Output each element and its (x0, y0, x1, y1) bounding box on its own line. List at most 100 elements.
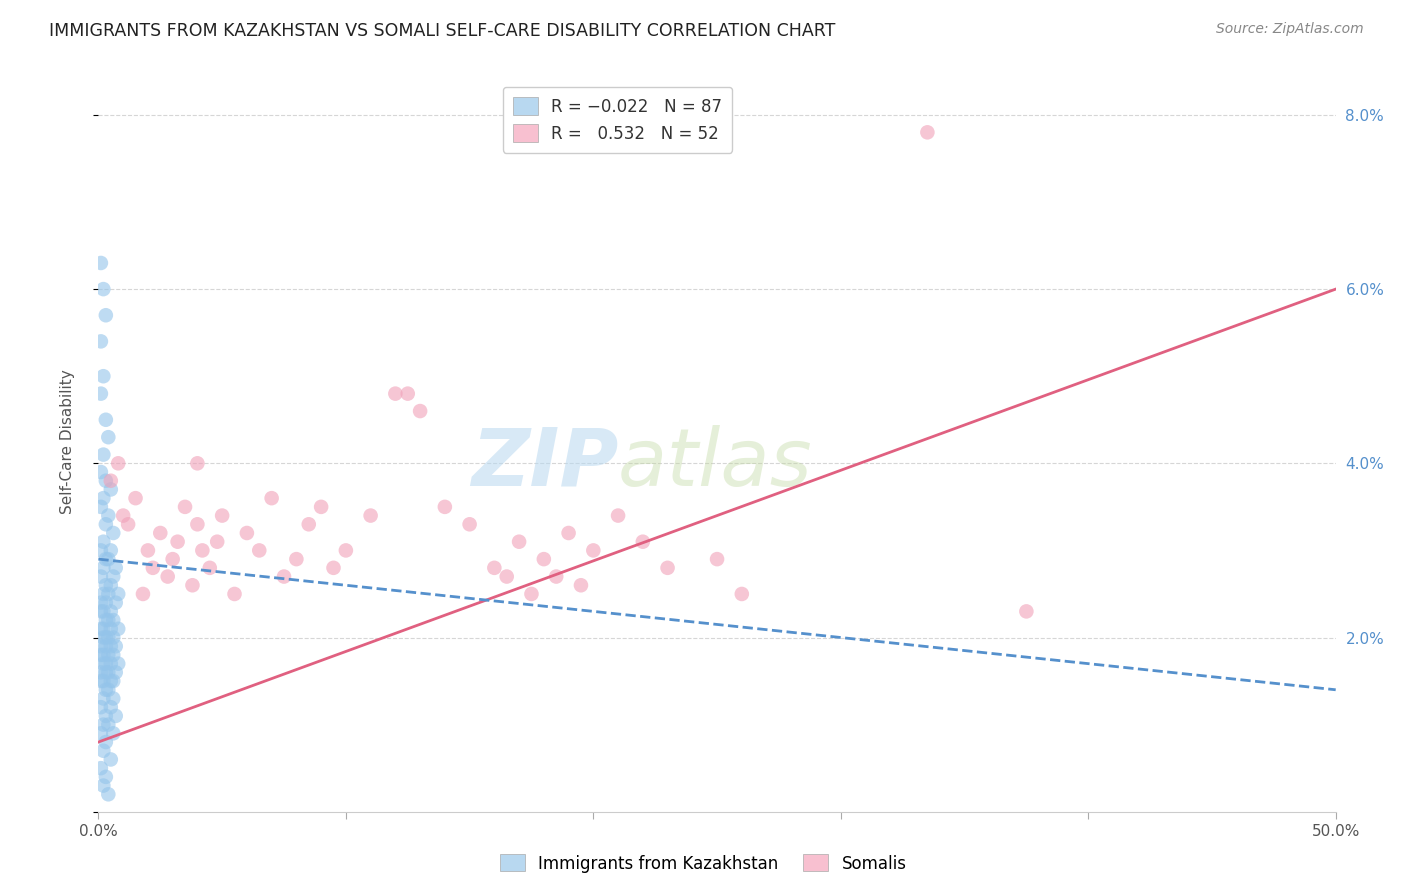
Point (100, 622, 122, 636)
Point (569, 578, 592, 592)
Point (90, 639, 112, 653)
Point (100, 543, 122, 558)
Point (205, 534, 228, 549)
Point (103, 691, 125, 706)
Point (103, 613, 125, 627)
Point (94, 735, 117, 749)
Point (97, 613, 120, 627)
Point (100, 578, 122, 592)
Point (103, 726, 125, 740)
Point (104, 561, 127, 575)
Point (149, 526, 172, 541)
Point (100, 639, 122, 653)
Point (100, 657, 122, 671)
Point (97, 682, 120, 697)
Point (90, 386, 112, 401)
Y-axis label: Self-Care Disability: Self-Care Disability (60, 369, 75, 514)
Point (90, 465, 112, 479)
Point (546, 569, 568, 583)
Point (90, 256, 112, 270)
Point (94, 709, 117, 723)
Point (104, 639, 127, 653)
Point (94, 517, 117, 532)
Point (97, 587, 120, 601)
Point (93, 648, 115, 662)
Point (142, 561, 165, 575)
Point (90, 648, 112, 662)
Point (94, 413, 117, 427)
Point (94, 613, 117, 627)
Point (103, 648, 125, 662)
Point (174, 500, 197, 514)
Point (90, 543, 112, 558)
Point (93, 631, 115, 645)
Point (94, 682, 117, 697)
Point (285, 552, 308, 566)
Point (335, 543, 357, 558)
Point (94, 657, 117, 671)
Point (1015, 604, 1038, 618)
Point (93, 691, 115, 706)
Point (100, 604, 122, 618)
Point (132, 587, 155, 601)
Point (93, 779, 115, 793)
Point (94, 631, 117, 645)
Point (90, 569, 112, 583)
Point (236, 526, 259, 541)
Text: IMMIGRANTS FROM KAZAKHSTAN VS SOMALI SELF-CARE DISABILITY CORRELATION CHART: IMMIGRANTS FROM KAZAKHSTAN VS SOMALI SEL… (49, 22, 835, 40)
Point (103, 526, 125, 541)
Point (458, 517, 481, 532)
Point (100, 700, 122, 714)
Point (166, 534, 188, 549)
Point (90, 700, 112, 714)
Point (433, 500, 456, 514)
Point (409, 404, 432, 418)
Point (90, 726, 112, 740)
Point (90, 604, 112, 618)
Point (97, 787, 120, 801)
Point (520, 587, 543, 601)
Point (100, 752, 122, 766)
Point (360, 508, 382, 523)
Point (322, 561, 344, 575)
Point (97, 665, 120, 680)
Point (94, 308, 117, 322)
Point (94, 474, 117, 488)
Point (396, 386, 419, 401)
Point (260, 491, 283, 505)
Point (94, 665, 117, 680)
Point (117, 517, 139, 532)
Point (107, 456, 129, 470)
Point (93, 369, 115, 384)
Point (103, 674, 125, 689)
Point (93, 622, 115, 636)
Point (224, 587, 246, 601)
Text: ZIP: ZIP (471, 425, 619, 503)
Point (112, 508, 135, 523)
Point (90, 622, 112, 636)
Point (731, 587, 754, 601)
Point (181, 578, 204, 592)
Point (90, 665, 112, 680)
Legend: R = −0.022   N = 87, R =   0.532   N = 52: R = −0.022 N = 87, R = 0.532 N = 52 (503, 87, 733, 153)
Point (484, 561, 506, 575)
Point (93, 534, 115, 549)
Point (90, 761, 112, 775)
Text: Source: ZipAtlas.com: Source: ZipAtlas.com (1216, 22, 1364, 37)
Point (162, 552, 184, 566)
Point (93, 587, 115, 601)
Point (94, 552, 117, 566)
Point (93, 448, 115, 462)
Point (90, 500, 112, 514)
Point (100, 474, 122, 488)
Point (93, 561, 115, 575)
Point (104, 665, 127, 680)
Point (186, 456, 208, 470)
Point (124, 491, 146, 505)
Point (107, 657, 129, 671)
Point (93, 744, 115, 758)
Point (90, 674, 112, 689)
Point (93, 657, 115, 671)
Point (97, 717, 120, 731)
Point (508, 534, 530, 549)
